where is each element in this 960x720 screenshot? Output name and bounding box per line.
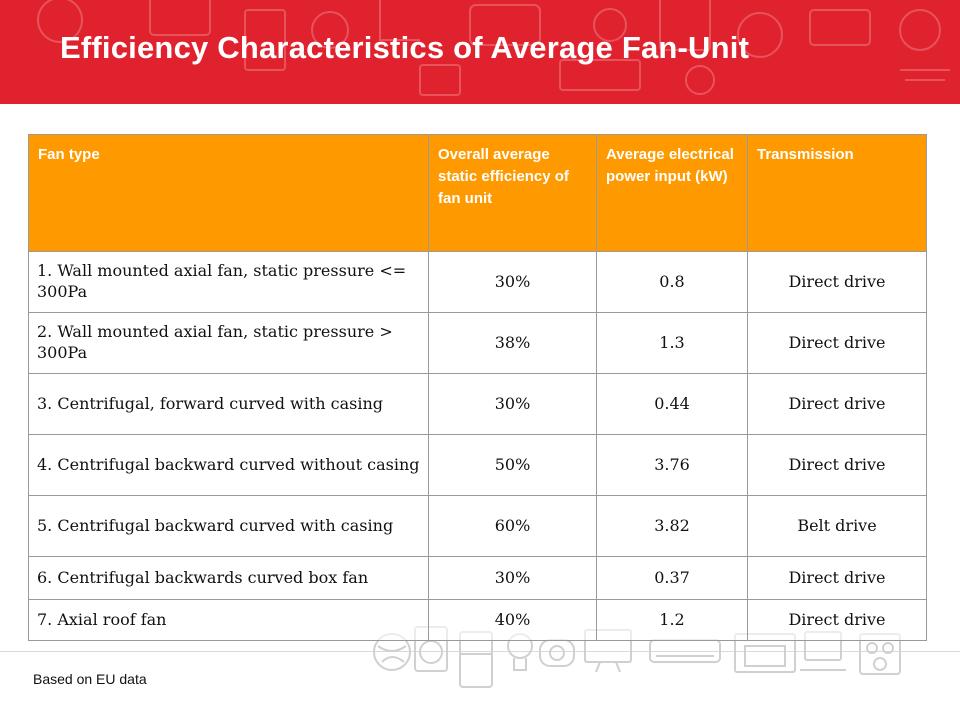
cell-efficiency: 50% [428, 434, 597, 496]
page-title: Efficiency Characteristics of Average Fa… [60, 30, 750, 65]
cell-transmission: Belt drive [747, 495, 927, 557]
table-row: 3. Centrifugal, forward curved with casi… [28, 373, 927, 435]
table-row: 6. Centrifugal backwards curved box fan … [28, 556, 927, 600]
table-row: 4. Centrifugal backward curved without c… [28, 434, 927, 496]
cell-power-input: 3.76 [596, 434, 748, 496]
divider [0, 651, 960, 652]
table-row: 5. Centrifugal backward curved with casi… [28, 495, 927, 557]
motor-icon [539, 639, 575, 667]
source-footnote: Based on EU data [33, 671, 147, 687]
cell-efficiency: 30% [428, 251, 597, 313]
cell-power-input: 3.82 [596, 495, 748, 557]
appliance-outline-icons [37, 0, 950, 96]
header-efficiency: Overall average static efficiency of fan… [428, 134, 597, 252]
cell-fan-type: 5. Centrifugal backward curved with casi… [28, 495, 429, 557]
cell-fan-type: 1. Wall mounted axial fan, static pressu… [28, 251, 429, 313]
cell-fan-type: 6. Centrifugal backwards curved box fan [28, 556, 429, 600]
fan-efficiency-table: Fan type Overall average static efficien… [28, 134, 927, 641]
cell-transmission: Direct drive [747, 251, 927, 313]
cell-efficiency: 30% [428, 373, 597, 435]
cell-power-input: 0.37 [596, 556, 748, 600]
cell-efficiency: 40% [428, 599, 597, 641]
cell-transmission: Direct drive [747, 373, 927, 435]
table-header-row: Fan type Overall average static efficien… [28, 134, 927, 252]
cell-transmission: Direct drive [747, 312, 927, 374]
cell-fan-type: 3. Centrifugal, forward curved with casi… [28, 373, 429, 435]
header-power-input: Average electrical power input (kW) [596, 134, 748, 252]
cell-efficiency: 60% [428, 495, 597, 557]
header-transmission: Transmission [747, 134, 927, 252]
title-banner: Efficiency Characteristics of Average Fa… [0, 0, 960, 104]
air-conditioner-icon [649, 639, 721, 663]
cell-transmission: Direct drive [747, 434, 927, 496]
cell-fan-type: 7. Axial roof fan [28, 599, 429, 641]
cell-power-input: 1.3 [596, 312, 748, 374]
table-row: 2. Wall mounted axial fan, static pressu… [28, 312, 927, 374]
cell-power-input: 0.44 [596, 373, 748, 435]
table-row: 7. Axial roof fan 40% 1.2 Direct drive [28, 599, 927, 641]
cell-efficiency: 30% [428, 556, 597, 600]
cell-power-input: 0.8 [596, 251, 748, 313]
header-fan-type: Fan type [28, 134, 429, 252]
cell-efficiency: 38% [428, 312, 597, 374]
table-row: 1. Wall mounted axial fan, static pressu… [28, 251, 927, 313]
cell-power-input: 1.2 [596, 599, 748, 641]
cell-fan-type: 4. Centrifugal backward curved without c… [28, 434, 429, 496]
cell-fan-type: 2. Wall mounted axial fan, static pressu… [28, 312, 429, 374]
cell-transmission: Direct drive [747, 556, 927, 600]
cell-transmission: Direct drive [747, 599, 927, 641]
